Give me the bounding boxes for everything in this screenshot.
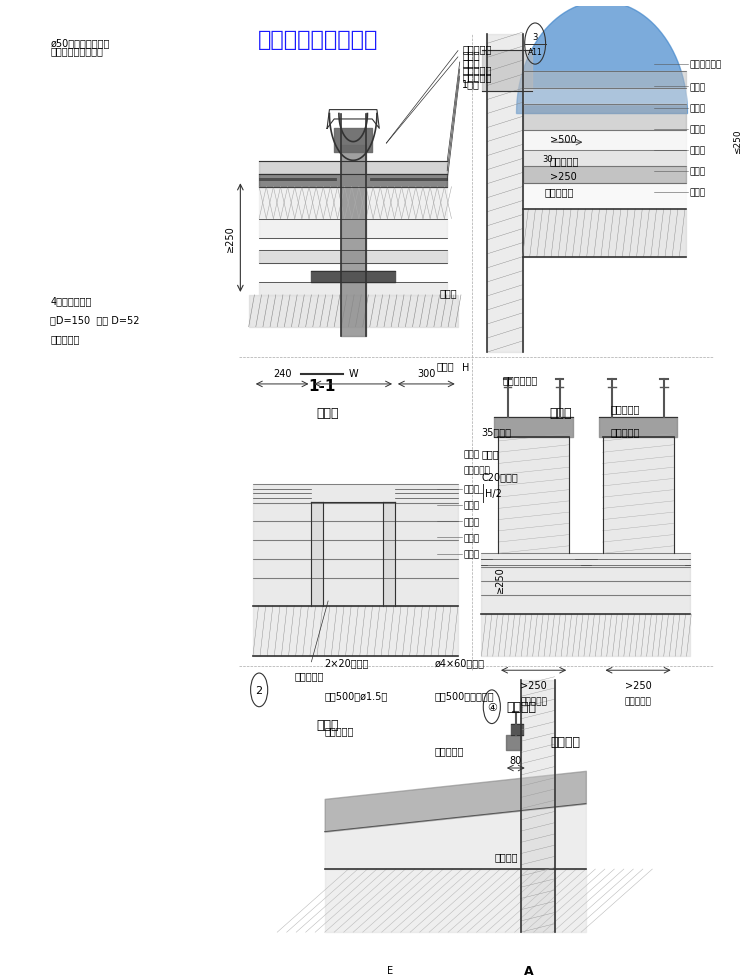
Text: 附图：细部节点构造: 附图：细部节点构造 (258, 30, 379, 50)
Text: >250: >250 (550, 171, 577, 182)
Text: 设备基座: 设备基座 (550, 735, 580, 748)
Text: 防火隔离带: 防火隔离带 (550, 156, 579, 165)
Text: 找坡层: 找坡层 (689, 189, 706, 198)
Text: >500: >500 (550, 135, 576, 145)
Text: >250: >250 (625, 680, 651, 689)
Text: 保温层: 保温层 (689, 147, 706, 156)
Text: 保温层: 保温层 (439, 288, 456, 297)
Text: 混凝土: 混凝土 (481, 449, 499, 459)
Text: 240: 240 (273, 369, 291, 378)
Text: 找坡层: 找坡层 (463, 551, 480, 559)
Text: 附加防水层: 附加防水层 (625, 696, 651, 706)
Text: 300: 300 (417, 369, 435, 378)
Text: 排汽道: 排汽道 (437, 361, 454, 371)
Text: 设备基座: 设备基座 (507, 700, 536, 714)
Text: 附加防水层: 附加防水层 (611, 426, 640, 436)
Text: 保护层: 保护层 (463, 450, 480, 459)
Text: ≥250: ≥250 (224, 225, 235, 251)
Text: 附加防水层: 附加防水层 (545, 188, 575, 198)
Text: 混凝土保护层: 混凝土保护层 (689, 61, 721, 69)
Text: 防水层: 防水层 (463, 501, 480, 510)
Text: ④: ④ (487, 702, 497, 712)
Text: 密封胶封严: 密封胶封严 (462, 44, 492, 54)
Text: 4厚钢板环，外: 4厚钢板环，外 (50, 295, 92, 305)
Text: 建筑密封胶: 建筑密封胶 (434, 745, 464, 756)
Text: ø4×60水泥钉: ø4×60水泥钉 (434, 657, 484, 667)
Text: 2×20钢压条: 2×20钢压条 (325, 657, 369, 667)
Text: 找平层: 找平层 (689, 167, 706, 176)
Text: C20混凝土: C20混凝土 (481, 471, 518, 481)
Text: E: E (387, 965, 393, 975)
Text: 附加防水层: 附加防水层 (294, 671, 324, 681)
Text: 保温层: 保温层 (463, 517, 480, 526)
Text: 保护层: 保护层 (462, 58, 480, 67)
Text: 建筑密封胶: 建筑密封胶 (463, 467, 490, 475)
Text: 金属箍: 金属箍 (462, 50, 480, 60)
Text: ≤250: ≤250 (733, 129, 742, 154)
Text: 与钢管焊接: 与钢管焊接 (50, 333, 80, 343)
Text: H/2: H/2 (485, 488, 502, 499)
Text: 30: 30 (543, 156, 553, 164)
Text: 80: 80 (510, 755, 522, 765)
Text: 附加防水层: 附加防水层 (462, 65, 492, 75)
Text: 卷材防水层: 卷材防水层 (462, 72, 492, 82)
Text: 保护层: 保护层 (463, 485, 480, 494)
Text: （或成品排汽装置）: （或成品排汽装置） (50, 46, 103, 56)
Text: 水泥砂浆: 水泥砂浆 (495, 852, 518, 862)
Text: 排汽管: 排汽管 (317, 407, 340, 420)
Text: 附加防水层: 附加防水层 (520, 696, 547, 706)
Text: W: W (349, 369, 358, 378)
Text: H: H (462, 363, 469, 373)
Polygon shape (517, 2, 687, 114)
Text: 隔离层: 隔离层 (689, 83, 706, 92)
Text: 2: 2 (255, 686, 263, 695)
Text: 卷材防水层: 卷材防水层 (325, 726, 354, 735)
Text: >250: >250 (520, 680, 547, 689)
Text: 3: 3 (532, 32, 538, 41)
Text: 防水层: 防水层 (689, 105, 706, 113)
Text: 35厚细石: 35厚细石 (481, 426, 511, 436)
Text: ≥250: ≥250 (495, 566, 505, 593)
Text: ø50镀锌钢管排汽管: ø50镀锌钢管排汽管 (50, 38, 110, 48)
Text: A11: A11 (528, 48, 542, 57)
Text: 预埋地脚螺栓: 预埋地脚螺栓 (502, 375, 538, 384)
Text: 1厚自: 1厚自 (462, 79, 480, 89)
Text: 密封膏封严: 密封膏封严 (611, 404, 640, 414)
Text: 中距500钻ø1.5孔: 中距500钻ø1.5孔 (325, 690, 388, 700)
Text: 女儿墙: 女儿墙 (549, 407, 572, 420)
Text: 1-1: 1-1 (308, 378, 336, 393)
Text: A: A (523, 963, 533, 977)
Text: 找平层: 找平层 (463, 533, 480, 543)
Text: 找平层: 找平层 (689, 125, 706, 134)
Text: 径D=150  内径 D=52: 径D=150 内径 D=52 (50, 315, 140, 325)
Text: 中距500固定钢压条: 中距500固定钢压条 (434, 690, 494, 700)
Text: 出入口: 出入口 (317, 718, 340, 732)
